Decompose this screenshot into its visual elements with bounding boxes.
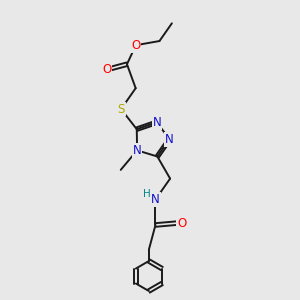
- Text: N: N: [133, 144, 142, 157]
- Text: H: H: [143, 189, 151, 199]
- Text: N: N: [165, 133, 174, 146]
- Text: S: S: [117, 103, 125, 116]
- Text: O: O: [102, 63, 111, 76]
- Text: N: N: [151, 193, 160, 206]
- Text: N: N: [152, 116, 161, 129]
- Text: O: O: [131, 39, 140, 52]
- Text: O: O: [177, 217, 186, 230]
